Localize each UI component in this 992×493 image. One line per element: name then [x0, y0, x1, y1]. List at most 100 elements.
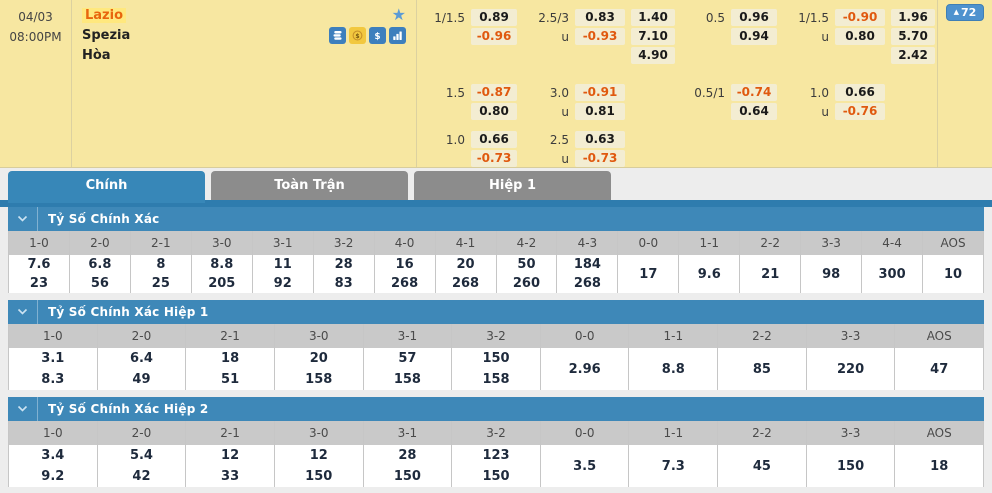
- score-odds-top[interactable]: 47: [930, 361, 949, 377]
- score-odds-top[interactable]: 57: [398, 351, 417, 366]
- score-odds-top[interactable]: 123: [482, 448, 510, 463]
- score-odds-top[interactable]: 50: [517, 257, 536, 272]
- score-odds-bottom[interactable]: 150: [305, 469, 333, 484]
- score-odds-top[interactable]: 7.3: [661, 458, 685, 474]
- score-odds-top[interactable]: 150: [482, 351, 510, 366]
- under-odds[interactable]: 0.80: [835, 28, 885, 45]
- x12-draw-odds[interactable]: 5.70: [891, 28, 935, 45]
- score-odds-top[interactable]: 98: [822, 266, 841, 282]
- score-odds-bottom[interactable]: 9.2: [41, 469, 65, 484]
- chevron-down-icon[interactable]: [8, 207, 38, 231]
- under-odds[interactable]: 0.81: [575, 103, 625, 120]
- score-odds-top[interactable]: 45: [752, 458, 771, 474]
- score-odds-top[interactable]: 28: [398, 448, 417, 463]
- handicap-away-odds[interactable]: -0.96: [471, 28, 517, 45]
- bar-chart-icon[interactable]: [389, 26, 406, 44]
- score-odds-top[interactable]: 8: [156, 257, 166, 272]
- handicap-home-odds[interactable]: 0.66: [471, 131, 517, 148]
- handicap-away-odds[interactable]: -0.73: [471, 150, 517, 167]
- over-odds[interactable]: -0.91: [575, 84, 625, 101]
- under-odds[interactable]: -0.73: [575, 150, 625, 167]
- score-odds-top[interactable]: 12: [221, 448, 240, 463]
- score-odds-bottom[interactable]: 268: [391, 276, 419, 291]
- score-odds-bottom[interactable]: 56: [90, 276, 109, 291]
- x12-home-odds[interactable]: 1.40: [631, 9, 675, 26]
- score-odds-bottom[interactable]: 83: [334, 276, 353, 291]
- score-odds-top[interactable]: 21: [761, 266, 780, 282]
- score-odds-top[interactable]: 18: [930, 458, 949, 474]
- x12-away-odds[interactable]: 4.90: [631, 47, 675, 64]
- score-odds-top[interactable]: 28: [334, 257, 353, 272]
- score-odds-bottom[interactable]: 33: [221, 469, 240, 484]
- coin-icon[interactable]: $: [349, 26, 366, 44]
- dollar-icon[interactable]: $: [369, 26, 386, 44]
- score-odds-top[interactable]: 6.4: [129, 351, 153, 366]
- score-odds-bottom[interactable]: 42: [132, 469, 151, 484]
- score-odds-top[interactable]: 3.5: [573, 458, 597, 474]
- chevron-down-icon[interactable]: [8, 397, 38, 421]
- score-odds-top[interactable]: 20: [456, 257, 475, 272]
- away-team-name[interactable]: Spezia: [82, 27, 131, 43]
- favorite-star-icon[interactable]: ★: [391, 5, 406, 24]
- score-odds-bottom[interactable]: 158: [482, 372, 510, 387]
- handicap-home-odds[interactable]: 0.96: [731, 9, 777, 26]
- over-odds[interactable]: 0.66: [835, 84, 885, 101]
- score-odds-top[interactable]: 17: [639, 266, 658, 282]
- score-odds-bottom[interactable]: 25: [151, 276, 170, 291]
- under-odds[interactable]: -0.76: [835, 103, 885, 120]
- tab-toan-tran[interactable]: Toàn Trận: [211, 171, 408, 200]
- score-odds-bottom[interactable]: 158: [393, 372, 421, 387]
- score-odds-top[interactable]: 7.6: [27, 257, 51, 272]
- over-odds[interactable]: 0.83: [575, 9, 625, 26]
- score-odds-bottom[interactable]: 23: [29, 276, 49, 291]
- score-odds-top[interactable]: 300: [878, 266, 906, 282]
- x12-home-odds[interactable]: 1.96: [891, 9, 935, 26]
- score-odds-bottom[interactable]: 150: [393, 469, 421, 484]
- handicap-home-odds[interactable]: -0.87: [471, 84, 517, 101]
- score-odds-bottom[interactable]: 268: [451, 276, 480, 291]
- score-odds-top[interactable]: 220: [837, 361, 865, 377]
- over-odds[interactable]: -0.90: [835, 9, 885, 26]
- tab-hiep-1[interactable]: Hiệp 1: [414, 171, 611, 200]
- x12-away-odds[interactable]: 2.42: [891, 47, 935, 64]
- score-odds-bottom[interactable]: 268: [573, 276, 601, 291]
- score-odds-bottom[interactable]: 49: [132, 372, 151, 387]
- score-odds-bottom[interactable]: 205: [208, 276, 236, 291]
- tab-chinh[interactable]: Chính: [8, 171, 205, 203]
- over-odds[interactable]: 0.63: [575, 131, 625, 148]
- score-odds-bottom[interactable]: 92: [273, 276, 292, 291]
- score-odds-bottom[interactable]: 260: [512, 276, 541, 291]
- chevron-down-icon[interactable]: [8, 300, 38, 324]
- score-odds-bottom[interactable]: 8.3: [41, 372, 65, 387]
- score-odds-top[interactable]: 16: [395, 257, 414, 272]
- score-odds-top[interactable]: 184: [573, 257, 601, 272]
- handicap-away-odds[interactable]: 0.64: [731, 103, 777, 120]
- score-odds-top[interactable]: 85: [752, 361, 771, 377]
- handicap-away-odds[interactable]: 0.94: [731, 28, 777, 45]
- score-odds-top[interactable]: 20: [309, 351, 328, 366]
- under-odds[interactable]: -0.93: [575, 28, 625, 45]
- score-odds-bottom[interactable]: 51: [221, 372, 240, 387]
- section-header[interactable]: Tỷ Số Chính Xác Hiệp 1: [8, 300, 984, 324]
- score-odds-top[interactable]: 6.8: [88, 257, 112, 272]
- score-odds-bottom[interactable]: 150: [482, 469, 510, 484]
- section-header[interactable]: Tỷ Số Chính Xác: [8, 207, 984, 231]
- score-odds-top[interactable]: 3.1: [41, 351, 65, 366]
- handicap-home-odds[interactable]: 0.89: [471, 9, 517, 26]
- score-odds-top[interactable]: 2.96: [568, 361, 601, 377]
- score-odds-top[interactable]: 5.4: [129, 448, 153, 463]
- score-odds-top[interactable]: 9.6: [697, 266, 721, 282]
- score-odds-top[interactable]: 11: [273, 257, 292, 272]
- score-odds-bottom[interactable]: 158: [305, 372, 333, 387]
- score-odds-top[interactable]: 10: [943, 266, 963, 282]
- score-odds-top[interactable]: 18: [221, 351, 240, 366]
- coins-stack-icon[interactable]: [329, 26, 346, 44]
- score-odds-top[interactable]: 150: [837, 458, 865, 474]
- x12-draw-odds[interactable]: 7.10: [631, 28, 675, 45]
- handicap-home-odds[interactable]: -0.74: [731, 84, 777, 101]
- score-odds-top[interactable]: 8.8: [210, 257, 234, 272]
- home-team-name[interactable]: Lazio: [82, 7, 127, 23]
- score-odds-top[interactable]: 8.8: [661, 361, 685, 377]
- corner-count-badge[interactable]: ▲ 72: [945, 4, 985, 21]
- section-header[interactable]: Tỷ Số Chính Xác Hiệp 2: [8, 397, 984, 421]
